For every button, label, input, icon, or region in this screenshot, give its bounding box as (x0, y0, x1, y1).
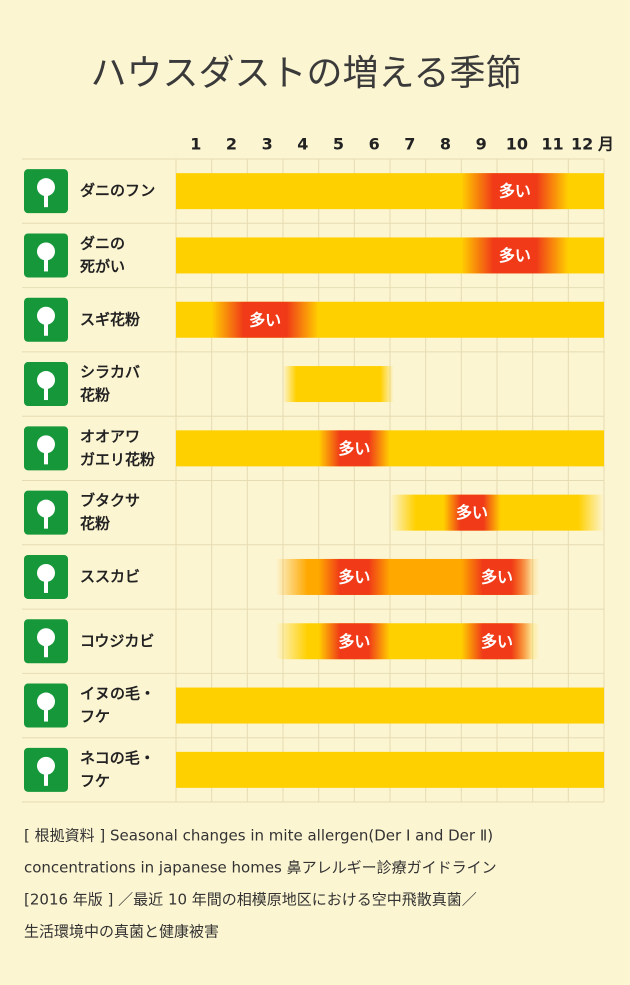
peak (211, 301, 319, 338)
peak (318, 558, 390, 595)
row-label: ダニの (80, 234, 125, 252)
note: 生活環境中の真菌と健康被害 (24, 923, 219, 941)
month-label: 7 (404, 135, 415, 154)
row-icon-shape (37, 563, 55, 582)
peak (443, 494, 501, 531)
row-icon-shape (44, 771, 48, 786)
row-icon-shape (44, 321, 48, 336)
row-label: スギ花粉 (80, 310, 140, 328)
month-unit: 月 (597, 135, 614, 154)
row-icon-shape (44, 450, 48, 465)
title: ハウスダストの増える季節 (91, 53, 522, 94)
row-icon-shape (44, 707, 48, 722)
month-label: 12 (571, 135, 593, 154)
peak (461, 623, 533, 660)
month-label: 2 (226, 135, 237, 154)
note: [ 根拠資料 ] Seasonal changes in mite allerg… (24, 827, 493, 845)
peak-label: 多い (456, 503, 488, 522)
peak (461, 173, 569, 210)
peak (318, 623, 390, 660)
bar (283, 366, 394, 403)
row-icon-shape (37, 628, 55, 647)
row-icon-shape (37, 242, 55, 261)
row-icon-shape (37, 756, 55, 775)
month-label: 10 (506, 135, 528, 154)
row-icon-shape (44, 514, 48, 529)
month-label: 3 (262, 135, 273, 154)
note: concentrations in japanese homes 鼻アレルギー診… (24, 859, 497, 877)
peak-label: 多い (338, 632, 370, 651)
peak-label: 多い (338, 439, 370, 458)
row-label: イヌの毛・ (80, 685, 155, 703)
row-icon-shape (37, 306, 55, 325)
month-label: 4 (297, 135, 308, 154)
row-icon-shape (44, 578, 48, 593)
row-icon-shape (44, 386, 48, 401)
month-label: 8 (440, 135, 451, 154)
row-label: フケ (80, 708, 110, 726)
row-icon-shape (37, 692, 55, 711)
row-icon-shape (37, 371, 55, 390)
row-label: ガエリ花粉 (80, 450, 155, 468)
peak-label: 多い (249, 310, 281, 329)
row-label: コウジカビ (80, 632, 154, 650)
row-label: ダニのフン (80, 182, 155, 200)
bar (176, 751, 604, 788)
row-label: ブタクサ (80, 492, 140, 510)
peak-label: 多い (481, 567, 513, 586)
month-label: 9 (476, 135, 487, 154)
row-icon-shape (44, 643, 48, 658)
peak (461, 237, 569, 274)
row-label: 死がい (80, 257, 125, 275)
note: [2016 年版 ] ／最近 10 年間の相模原地区における空中飛散真菌／ (24, 891, 477, 909)
row-icon-shape (37, 499, 55, 518)
month-label: 11 (541, 135, 563, 154)
peak-label: 多い (499, 182, 531, 201)
month-label: 5 (333, 135, 344, 154)
peak-label: 多い (338, 567, 370, 586)
month-label: 1 (190, 135, 201, 154)
row-icon-shape (44, 257, 48, 272)
peak-label: 多い (481, 632, 513, 651)
row-icon-shape (37, 435, 55, 454)
row-label: フケ (80, 772, 110, 790)
bar (176, 687, 604, 724)
row-label: 花粉 (80, 386, 110, 404)
row-label: 花粉 (80, 515, 110, 533)
row-icon-shape (37, 178, 55, 197)
peak (318, 430, 390, 467)
month-label: 6 (369, 135, 380, 154)
row-label: シラカバ (80, 363, 140, 381)
row-label: オオアワ (80, 427, 140, 445)
peak-label: 多い (499, 246, 531, 265)
row-icon-shape (44, 193, 48, 208)
peak (461, 558, 533, 595)
row-label: ススカビ (80, 567, 140, 585)
row-label: ネコの毛・ (80, 749, 155, 767)
